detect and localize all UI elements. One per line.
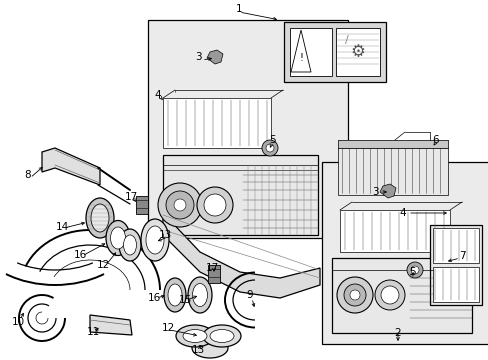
Circle shape [410, 266, 418, 274]
Text: 5: 5 [268, 135, 275, 145]
Circle shape [197, 187, 232, 223]
Ellipse shape [119, 229, 141, 261]
Text: 7: 7 [458, 251, 465, 261]
Text: 16: 16 [147, 293, 160, 303]
Circle shape [174, 199, 185, 211]
Polygon shape [90, 315, 132, 335]
Ellipse shape [187, 277, 212, 313]
Ellipse shape [146, 226, 163, 254]
Text: 6: 6 [432, 135, 438, 145]
Text: 15: 15 [178, 295, 191, 305]
Circle shape [349, 290, 359, 300]
Circle shape [336, 277, 372, 313]
Polygon shape [379, 184, 395, 198]
Text: 4: 4 [154, 90, 161, 100]
Bar [321, 162, 488, 344]
Ellipse shape [192, 338, 227, 358]
Circle shape [380, 286, 398, 304]
Bar [163, 155, 317, 235]
Text: 17: 17 [205, 263, 218, 273]
Ellipse shape [168, 284, 182, 306]
Text: 16: 16 [73, 250, 86, 260]
Polygon shape [42, 148, 100, 185]
Text: 5: 5 [408, 267, 414, 277]
Bar [337, 140, 447, 195]
Ellipse shape [110, 227, 125, 249]
Circle shape [158, 183, 202, 227]
Circle shape [343, 284, 365, 306]
Ellipse shape [183, 329, 206, 342]
Text: /: / [345, 35, 348, 45]
Ellipse shape [106, 220, 130, 256]
Ellipse shape [209, 329, 234, 342]
Bar [163, 98, 270, 148]
Circle shape [262, 140, 278, 156]
Ellipse shape [86, 198, 114, 238]
Bar [335, 28, 379, 76]
Ellipse shape [192, 284, 207, 306]
Text: 13: 13 [191, 345, 204, 355]
Bar [207, 265, 220, 283]
Bar [429, 225, 481, 305]
Text: 11: 11 [86, 327, 100, 337]
Text: !: ! [299, 53, 303, 63]
Text: 2: 2 [394, 328, 401, 338]
Circle shape [165, 191, 194, 219]
Text: 9: 9 [246, 290, 253, 300]
Circle shape [406, 262, 422, 278]
Ellipse shape [163, 278, 185, 312]
Text: 3: 3 [194, 52, 201, 62]
Text: 14: 14 [55, 222, 68, 232]
Ellipse shape [123, 235, 136, 255]
Text: 12: 12 [161, 323, 174, 333]
Text: 1: 1 [235, 4, 242, 14]
Text: 13: 13 [158, 230, 171, 240]
Polygon shape [163, 195, 319, 298]
Circle shape [374, 280, 404, 310]
Bar [432, 267, 478, 302]
Text: 3: 3 [371, 187, 378, 197]
Circle shape [265, 144, 273, 152]
Bar [339, 210, 449, 252]
Ellipse shape [91, 204, 109, 232]
Polygon shape [206, 50, 223, 64]
Bar [432, 228, 478, 263]
Ellipse shape [141, 219, 169, 261]
Bar [284, 22, 385, 82]
Circle shape [203, 194, 225, 216]
Text: ⚙: ⚙ [350, 43, 365, 61]
Bar [331, 258, 471, 333]
Bar [337, 140, 447, 148]
Ellipse shape [176, 325, 214, 347]
Text: 8: 8 [24, 170, 31, 180]
Text: 17: 17 [124, 192, 137, 202]
Ellipse shape [203, 325, 241, 347]
Bar [148, 20, 347, 238]
Text: 10: 10 [11, 317, 24, 327]
Bar [289, 28, 331, 76]
Text: 4: 4 [399, 208, 406, 218]
Bar [136, 196, 148, 214]
Text: 12: 12 [96, 260, 109, 270]
